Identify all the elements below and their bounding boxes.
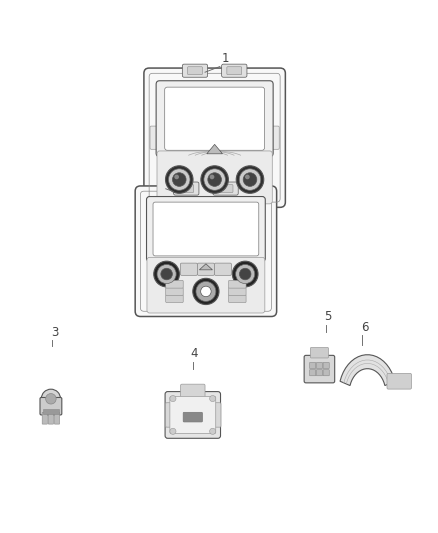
Circle shape [204,169,226,190]
Circle shape [236,264,255,284]
Polygon shape [199,264,212,270]
Circle shape [236,166,264,193]
Circle shape [166,166,193,193]
FancyBboxPatch shape [222,64,247,77]
Circle shape [46,393,56,404]
FancyBboxPatch shape [180,263,198,276]
FancyBboxPatch shape [198,263,215,276]
Circle shape [41,389,60,408]
FancyBboxPatch shape [54,413,60,424]
Circle shape [239,169,261,190]
FancyBboxPatch shape [166,295,183,303]
FancyBboxPatch shape [310,362,316,368]
FancyBboxPatch shape [310,370,316,376]
FancyBboxPatch shape [40,398,62,415]
FancyBboxPatch shape [387,374,411,389]
Circle shape [161,268,173,280]
FancyBboxPatch shape [187,67,202,75]
FancyBboxPatch shape [316,362,322,368]
FancyBboxPatch shape [166,280,183,288]
Circle shape [173,173,186,187]
Text: 5: 5 [324,310,331,323]
Text: 6: 6 [361,321,368,334]
FancyBboxPatch shape [180,384,205,398]
FancyBboxPatch shape [179,184,194,192]
Circle shape [245,175,250,179]
FancyBboxPatch shape [165,392,220,438]
Circle shape [154,261,180,287]
Circle shape [243,173,257,187]
Circle shape [174,175,179,179]
FancyBboxPatch shape [166,403,176,427]
FancyBboxPatch shape [229,280,246,288]
FancyBboxPatch shape [316,370,322,376]
Circle shape [157,264,176,284]
Polygon shape [207,144,223,154]
Circle shape [196,281,216,301]
FancyBboxPatch shape [229,288,246,295]
Circle shape [201,286,211,297]
FancyBboxPatch shape [311,348,328,358]
FancyBboxPatch shape [42,413,47,424]
FancyBboxPatch shape [269,126,279,149]
Text: 4: 4 [191,348,198,360]
Text: 2: 2 [166,175,173,188]
FancyBboxPatch shape [166,288,183,295]
Polygon shape [340,355,395,385]
FancyBboxPatch shape [170,397,216,433]
FancyBboxPatch shape [156,81,273,157]
FancyBboxPatch shape [323,362,329,368]
Circle shape [201,166,228,193]
Circle shape [170,428,176,434]
Circle shape [240,268,251,280]
Text: 3: 3 [51,326,58,338]
FancyBboxPatch shape [304,356,335,383]
FancyBboxPatch shape [144,68,286,207]
FancyBboxPatch shape [183,413,202,422]
FancyBboxPatch shape [173,182,199,195]
FancyBboxPatch shape [42,409,59,414]
FancyBboxPatch shape [227,67,242,75]
FancyBboxPatch shape [215,263,231,276]
FancyBboxPatch shape [229,295,246,303]
Circle shape [170,395,176,402]
FancyBboxPatch shape [165,87,265,150]
Circle shape [210,175,214,179]
FancyBboxPatch shape [147,197,265,262]
FancyBboxPatch shape [213,182,238,195]
FancyBboxPatch shape [182,64,208,77]
FancyBboxPatch shape [157,151,272,204]
Circle shape [233,261,258,287]
Circle shape [169,169,190,190]
Text: 1: 1 [221,52,229,65]
FancyBboxPatch shape [323,370,329,376]
Circle shape [210,428,216,434]
FancyBboxPatch shape [135,186,277,317]
FancyBboxPatch shape [147,257,265,313]
FancyBboxPatch shape [48,413,53,424]
Circle shape [210,395,216,402]
FancyBboxPatch shape [211,403,221,427]
Circle shape [208,173,222,187]
FancyBboxPatch shape [150,126,160,149]
Circle shape [193,278,219,304]
FancyBboxPatch shape [153,202,259,256]
FancyBboxPatch shape [218,184,233,192]
